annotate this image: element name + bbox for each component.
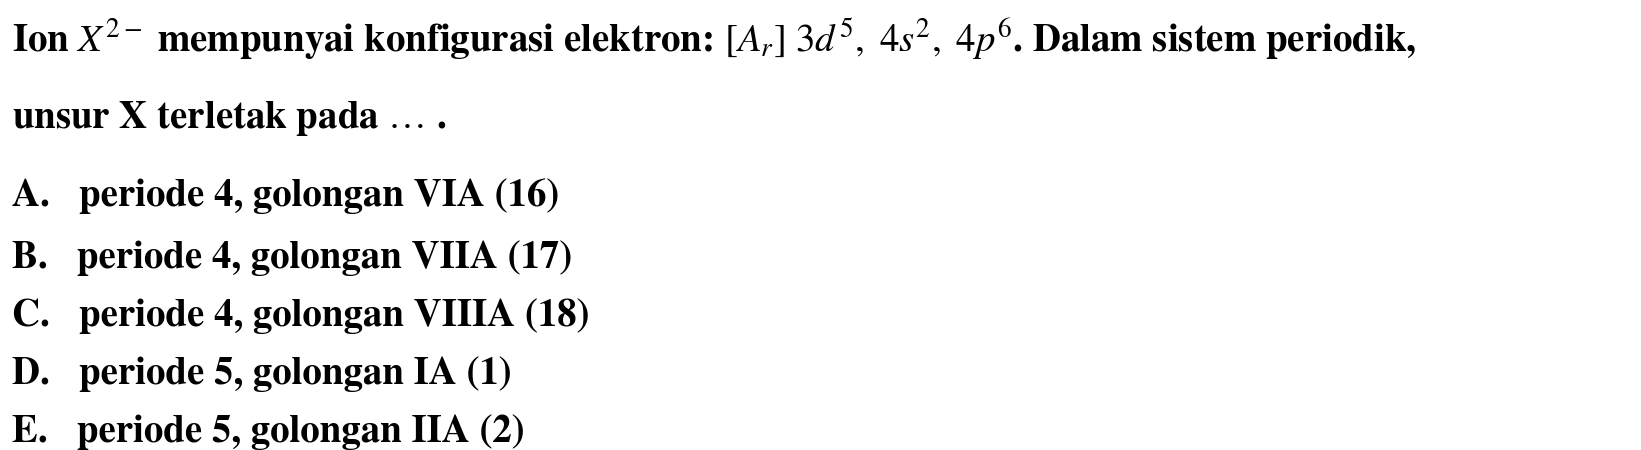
Text: B.   periode 4, golongan VIIA (17): B. periode 4, golongan VIIA (17) [11, 240, 573, 276]
Text: C.   periode 4, golongan VIIIA (18): C. periode 4, golongan VIIIA (18) [11, 298, 589, 334]
Text: A.   periode 4, golongan VIA (16): A. periode 4, golongan VIA (16) [11, 178, 560, 214]
Text: E.   periode 5, golongan IIA (2): E. periode 5, golongan IIA (2) [11, 414, 525, 450]
Text: Ion $X^{2-}$ mempunyai konfigurasi elektron: $[A_{r}]\ 3d^{5},\ 4s^{2},\ 4p^{6}$: Ion $X^{2-}$ mempunyai konfigurasi elekt… [11, 17, 1416, 62]
Text: D.   periode 5, golongan IA (1): D. periode 5, golongan IA (1) [11, 356, 512, 392]
Text: unsur X terletak pada $\ldots$ .: unsur X terletak pada $\ldots$ . [11, 99, 446, 139]
